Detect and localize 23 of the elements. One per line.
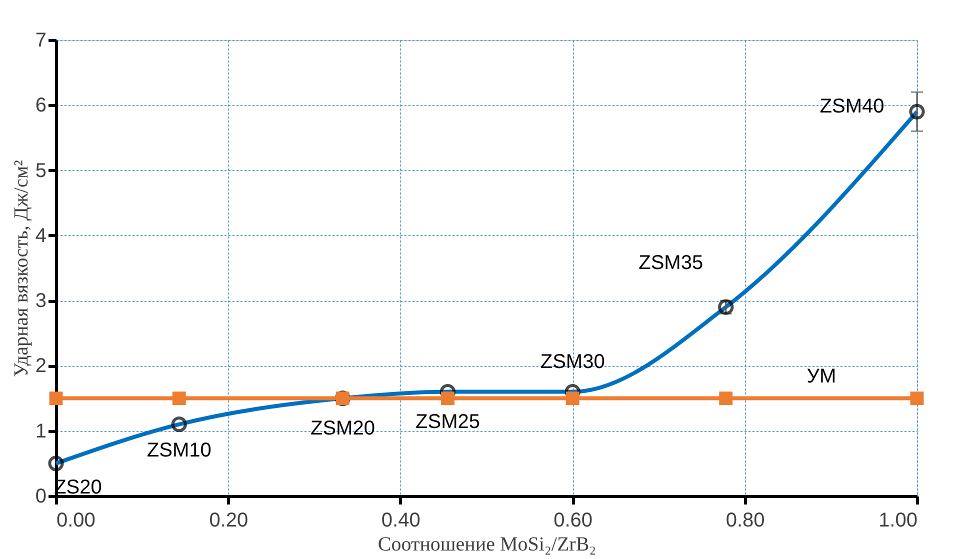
annotation: ZSM20 <box>310 417 375 440</box>
x-axis-title: Соотношение MoSi₂/ZrB₂ <box>378 534 596 556</box>
y-tick-label: 0 <box>35 486 46 508</box>
y-tick-label: 5 <box>35 160 46 182</box>
series-label: УМ <box>806 365 836 388</box>
y-tick-label: 7 <box>35 30 46 52</box>
x-tick-label: 0.20 <box>209 510 248 532</box>
annotation: ZSM40 <box>820 96 884 118</box>
x-tick-label: 0.40 <box>381 510 420 532</box>
annotation: ZSM30 <box>540 350 605 373</box>
annotation: ZSM10 <box>146 439 212 462</box>
y-tick-label: 6 <box>35 94 46 117</box>
y-axis-title: Ударная вязкость, Дж/см² <box>10 160 32 377</box>
y-tick-label: 2 <box>35 355 46 378</box>
y-tick-label: 4 <box>35 224 46 247</box>
annotation: ZSM35 <box>638 252 704 274</box>
y-tick-label: 1 <box>35 420 46 442</box>
x-tick-label: 0.00 <box>56 510 96 532</box>
x-tick-label: 1.00 <box>878 510 918 532</box>
x-tick-label: 0.60 <box>554 510 593 532</box>
x-tick-label: 0.80 <box>726 510 765 532</box>
y-tick-label: 3 <box>35 290 46 312</box>
annotation: ZSM25 <box>416 410 480 433</box>
